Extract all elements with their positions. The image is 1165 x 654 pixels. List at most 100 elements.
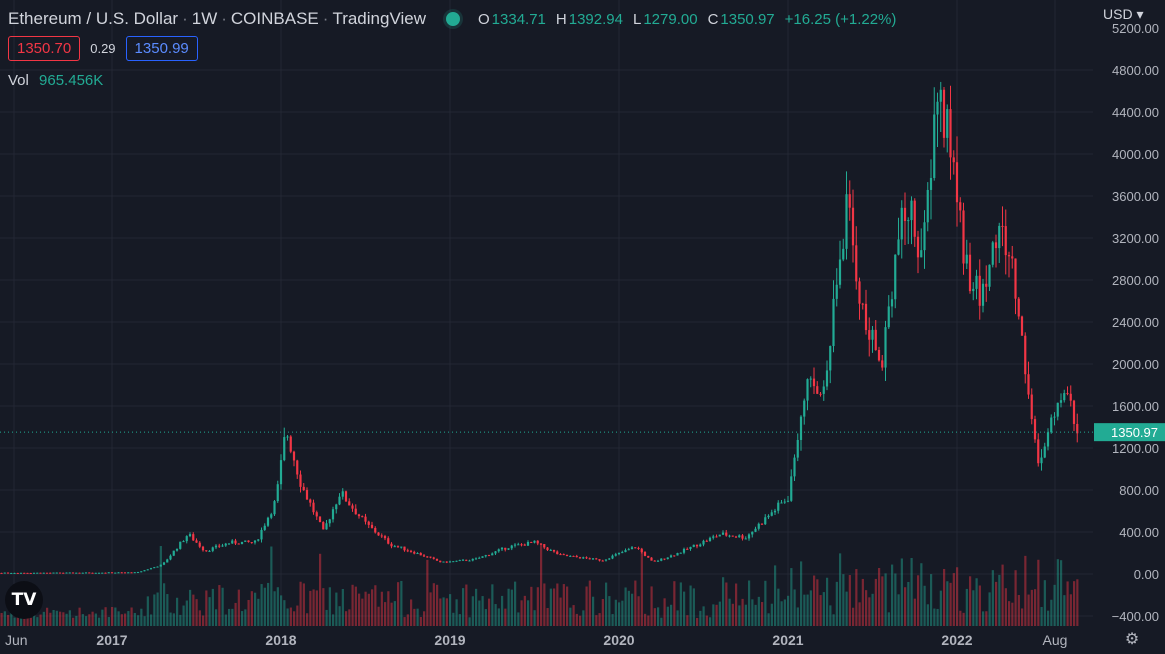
candle-body (799, 416, 803, 440)
candle-body (627, 549, 630, 551)
volume-bar (501, 595, 504, 626)
candle-body (907, 220, 910, 222)
candle-body (247, 540, 250, 543)
volume-bar (566, 586, 569, 626)
volume-bar (683, 591, 686, 626)
candle-body (348, 501, 351, 506)
candle-body (998, 225, 1001, 249)
x-tick-label: Jun (5, 632, 28, 648)
volume-bar (462, 588, 465, 626)
volume-bar (761, 602, 764, 626)
volume-bar (218, 585, 221, 626)
candle-body (910, 200, 913, 221)
candle-body (598, 559, 601, 561)
candle-body (270, 514, 273, 518)
volume-bar (484, 609, 487, 626)
volume-legend[interactable]: Vol 965.456K (8, 72, 103, 89)
volume-bar (995, 581, 998, 626)
candle-body (786, 500, 790, 502)
candle-body (107, 572, 110, 574)
volume-bar (202, 615, 205, 626)
candle-body (682, 548, 686, 553)
candle-body (23, 572, 26, 574)
candle-body (669, 555, 673, 558)
candle-body (806, 379, 809, 401)
candle-body (578, 557, 582, 559)
candle-body (663, 558, 666, 560)
candle-body (513, 544, 517, 546)
candle-body (500, 547, 504, 550)
gear-icon[interactable]: ⚙ (1124, 631, 1140, 648)
volume-bar (790, 568, 793, 626)
candle-body (3, 572, 6, 574)
interval-label[interactable]: 1W (191, 9, 218, 28)
candle-body (747, 534, 751, 539)
candle-body (741, 535, 744, 539)
volume-bar (65, 613, 68, 626)
candle-body (666, 557, 669, 560)
volume-bar (601, 599, 604, 626)
candle-body (972, 288, 975, 292)
candle-body (686, 548, 689, 550)
candle-body (224, 543, 227, 546)
candle-body (403, 546, 406, 551)
volume-bar (120, 614, 123, 626)
change-value: +16.25 (+1.22%) (784, 10, 897, 28)
volume-bar (117, 611, 120, 626)
candle-body (692, 544, 695, 547)
volume-bar (816, 579, 819, 626)
volume-bar (1073, 581, 1076, 626)
candle-body (357, 514, 361, 517)
volume-bar (767, 613, 770, 626)
candle-body (296, 460, 299, 475)
candle-body (773, 510, 777, 513)
sell-button[interactable]: 1350.70 (8, 36, 81, 61)
volume-bar (1063, 595, 1066, 626)
volume-bar (575, 613, 578, 626)
volume-bar (1001, 564, 1004, 626)
candle-body (546, 547, 549, 551)
volume-bar (819, 595, 822, 626)
volume-bar (319, 553, 322, 626)
candle-body (227, 543, 231, 545)
volume-bar (439, 598, 442, 626)
candle-body (214, 545, 218, 548)
candle-body (231, 540, 234, 544)
volume-bar (159, 546, 162, 626)
candle-body (172, 550, 175, 556)
volume-bar (1021, 608, 1024, 626)
x-tick-label: 2018 (265, 632, 296, 648)
currency-selector[interactable]: USD ▾ (1103, 6, 1143, 23)
volume-bar (614, 599, 617, 626)
volume-bar (874, 578, 877, 626)
volume-bar (182, 605, 185, 626)
volume-bar (533, 610, 536, 626)
candle-body (266, 517, 270, 526)
candle-body (523, 544, 526, 546)
candle-body (637, 547, 640, 549)
volume-bar (397, 582, 400, 626)
candle-body (312, 502, 315, 513)
candle-body (62, 572, 65, 574)
candle-body (19, 572, 23, 574)
symbol-name[interactable]: Ethereum / U.S. Dollar (8, 9, 179, 28)
market-status-icon[interactable] (446, 12, 460, 26)
tradingview-logo-icon[interactable]: TV (5, 581, 43, 619)
volume-bar (192, 594, 195, 626)
volume-bar (270, 546, 273, 626)
candle-body (338, 496, 341, 505)
volume-bar (553, 588, 556, 626)
volume-bar (608, 596, 611, 626)
candle-body (468, 560, 471, 562)
volume-bar (1043, 580, 1046, 626)
candle-body (335, 504, 338, 510)
candle-body (29, 572, 32, 574)
volume-bar (133, 612, 136, 626)
buy-button[interactable]: 1350.99 (125, 36, 198, 61)
y-tick-label: 4800.00 (1112, 63, 1159, 78)
volume-bar (150, 614, 153, 626)
candle-body (608, 558, 611, 560)
volume-bar (861, 578, 864, 626)
volume-bar (68, 610, 71, 626)
